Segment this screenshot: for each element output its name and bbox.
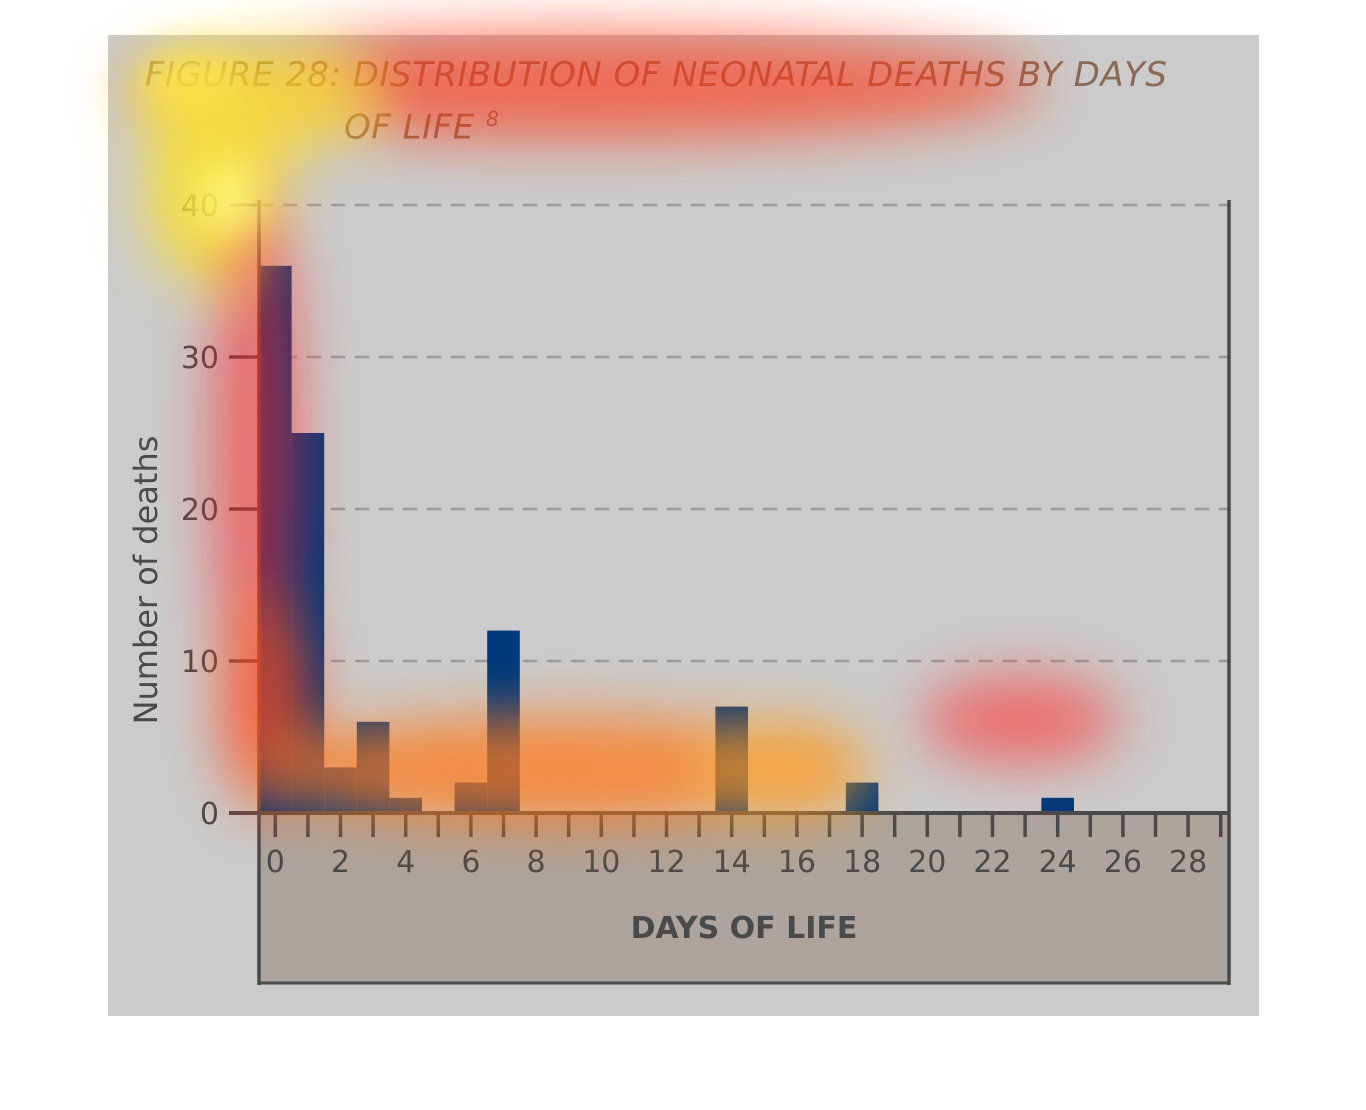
- bar-day-3: [356, 721, 390, 813]
- x-tick-label-28: 28: [1169, 845, 1207, 880]
- bar-day-24: [1041, 797, 1074, 813]
- y-tick-label-30: 30: [181, 341, 219, 376]
- x-axis-label: DAYS OF LIFE: [631, 911, 858, 946]
- x-tick-label-22: 22: [973, 845, 1011, 880]
- y-tick-label-10: 10: [181, 645, 219, 680]
- bar-day-14: [715, 706, 748, 813]
- x-tick-label-2: 2: [331, 845, 350, 880]
- y-axis-label: Number of deaths: [127, 436, 165, 725]
- bar-day-2: [324, 767, 357, 813]
- x-tick-label-20: 20: [908, 845, 946, 880]
- y-tick-label-20: 20: [181, 493, 219, 528]
- y-tick-label-40: 40: [181, 189, 219, 224]
- bar-day-4: [389, 797, 422, 813]
- x-tick-label-8: 8: [527, 845, 546, 880]
- x-tick-label-14: 14: [713, 845, 751, 880]
- x-tick-label-6: 6: [461, 845, 480, 880]
- x-tick-label-18: 18: [843, 845, 881, 880]
- x-tick-label-24: 24: [1039, 845, 1077, 880]
- y-ticks: 0 10 20 30 40: [181, 189, 259, 832]
- bar-day-1: [291, 433, 325, 813]
- bars: [259, 265, 1074, 813]
- x-axis-band-fill: [259, 813, 1229, 983]
- x-tick-label-0: 0: [266, 845, 285, 880]
- x-tick-label-4: 4: [396, 845, 415, 880]
- gridlines: [259, 203, 1229, 663]
- bar-day-6: [454, 782, 488, 813]
- x-tick-label-10: 10: [582, 845, 620, 880]
- bar-day-0: [259, 265, 292, 813]
- y-tick-label-0: 0: [200, 797, 219, 832]
- x-axis-band: [259, 813, 1229, 985]
- x-tick-label-16: 16: [778, 845, 816, 880]
- x-ticks: 0 2 4 6 8 10 12 14 16 18 20 22 24 26 28: [266, 813, 1223, 880]
- bar-day-7: [487, 630, 520, 813]
- x-tick-label-26: 26: [1104, 845, 1142, 880]
- bar-day-18: [845, 782, 879, 813]
- x-tick-label-12: 12: [647, 845, 685, 880]
